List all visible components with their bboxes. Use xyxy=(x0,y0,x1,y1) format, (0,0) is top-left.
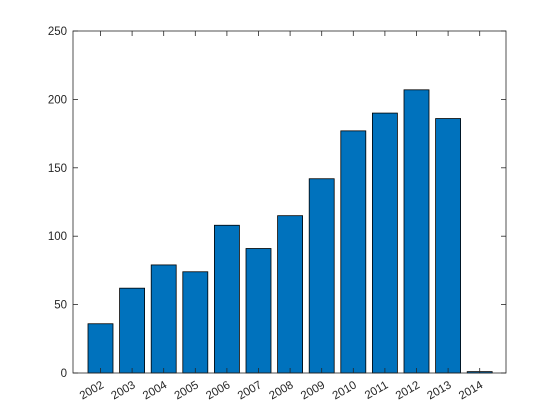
axes-box xyxy=(72,30,507,374)
x-tick-label: 2003 xyxy=(109,379,137,402)
bar-2005 xyxy=(182,271,209,374)
x-tick-label: 2008 xyxy=(267,379,295,402)
x-tick-label: 2004 xyxy=(141,379,170,402)
bar-2007 xyxy=(245,248,272,374)
x-tick-label: 2014 xyxy=(457,379,486,402)
y-axis-ticks: 0 50 100 150 200 250 xyxy=(48,26,506,380)
x-tick-label: 2012 xyxy=(394,379,422,402)
bar-2004 xyxy=(150,264,177,374)
x-tick-label: 2013 xyxy=(425,379,453,402)
x-tick-label: 2005 xyxy=(173,379,201,402)
y-tick-label: 150 xyxy=(48,163,67,175)
y-tick-label: 50 xyxy=(54,300,67,312)
axes xyxy=(72,30,507,374)
y-tick-label: 100 xyxy=(48,231,67,243)
y-tick-label: 250 xyxy=(48,26,67,38)
x-tick-label: 2011 xyxy=(363,379,390,402)
x-tick-label: 2009 xyxy=(299,379,327,402)
x-tick-label: 2010 xyxy=(331,379,359,402)
x-tick-label: 2002 xyxy=(78,379,106,402)
bar-2011 xyxy=(371,112,398,374)
bar-2010 xyxy=(340,130,367,374)
y-tick-label: 0 xyxy=(61,368,67,380)
x-tick-label: 2007 xyxy=(236,379,264,402)
x-tick-label: 2006 xyxy=(204,379,232,402)
y-tick-label: 200 xyxy=(48,94,67,106)
bar-2002 xyxy=(87,323,114,374)
bar-2003 xyxy=(119,287,145,374)
bar-2006 xyxy=(213,224,240,374)
bar-2009 xyxy=(308,178,335,374)
bar-2013 xyxy=(435,118,462,374)
bars xyxy=(87,89,493,374)
bar-2012 xyxy=(403,89,430,374)
bar-2008 xyxy=(277,215,304,374)
